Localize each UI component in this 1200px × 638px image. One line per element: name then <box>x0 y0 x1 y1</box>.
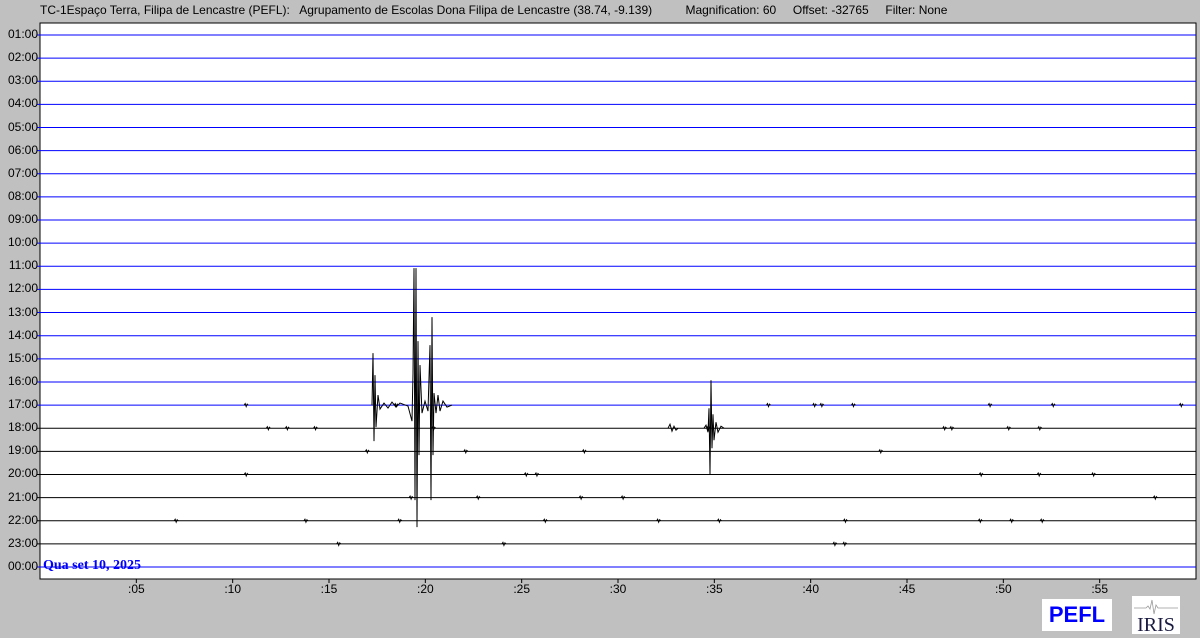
row-label: 07:00 <box>7 165 38 180</box>
seismic-event-trace <box>371 268 453 528</box>
noise-blip <box>1036 471 1042 478</box>
noise-blip <box>819 402 825 409</box>
station-location: Agrupamento de Escolas Dona Filipa de Le… <box>299 3 653 17</box>
filter: Filter: None <box>885 3 948 17</box>
offset: Offset: -32765 <box>792 3 869 17</box>
x-tick-label: :55 <box>1091 582 1108 596</box>
noise-blip <box>284 425 290 432</box>
noise-blip <box>977 518 983 524</box>
noise-blip <box>173 518 179 524</box>
noise-blip <box>843 518 848 524</box>
row-label: 01:00 <box>7 27 38 41</box>
row-label: 22:00 <box>7 512 38 527</box>
noise-blip <box>364 448 370 455</box>
row-label: 20:00 <box>7 466 38 481</box>
noise-blip <box>878 448 884 455</box>
noise-blip <box>766 402 771 409</box>
noise-blip <box>408 494 414 501</box>
noise-blip <box>1178 402 1184 409</box>
svg-text:IRIS: IRIS <box>1137 614 1175 634</box>
noise-blip <box>1037 425 1043 432</box>
seismic-event-trace <box>667 422 679 433</box>
magnification: Magnification: 60 <box>685 3 777 17</box>
row-label: 04:00 <box>7 96 38 111</box>
noise-blip <box>832 541 838 547</box>
row-label: 14:00 <box>7 327 38 342</box>
noise-blip <box>303 518 309 524</box>
noise-blip <box>987 402 993 409</box>
noise-blip <box>313 425 318 432</box>
x-tick-label: :05 <box>127 582 145 596</box>
row-label: 21:00 <box>7 489 38 504</box>
x-tick-label: :40 <box>802 582 819 596</box>
x-tick-label: :15 <box>320 582 338 596</box>
x-tick-label: :35 <box>705 582 723 596</box>
noise-blip <box>581 448 587 455</box>
noise-blip <box>578 494 584 501</box>
noise-blip <box>949 425 955 432</box>
row-label: 12:00 <box>7 281 38 296</box>
noise-blip <box>475 494 481 501</box>
noise-blip <box>978 471 984 478</box>
x-tick-label: :20 <box>416 582 434 596</box>
noise-blip <box>243 402 249 409</box>
row-label: 17:00 <box>7 397 38 412</box>
date-label: Qua set 10, 2025 <box>43 558 141 573</box>
header: TC-1Espaço Terra, Filipa de Lencastre (P… <box>40 3 947 17</box>
row-label: 19:00 <box>7 443 38 458</box>
x-tick-label: :45 <box>898 582 916 596</box>
iris-logo: IRIS <box>1132 596 1180 634</box>
noise-blip <box>1152 494 1158 501</box>
row-label: 16:00 <box>7 373 38 388</box>
row-label: 11:00 <box>8 258 38 273</box>
noise-blip <box>1006 425 1012 432</box>
noise-blip <box>336 541 342 547</box>
noise-blip <box>842 541 848 547</box>
pefl-logo: PEFL <box>1042 599 1112 631</box>
row-label: 10:00 <box>7 235 38 250</box>
noise-blip <box>542 518 548 524</box>
noise-blip <box>1009 518 1015 524</box>
noise-blip <box>716 518 722 524</box>
row-label: 02:00 <box>7 50 38 65</box>
noise-blip <box>463 448 469 455</box>
noise-blip <box>1039 518 1045 524</box>
noise-blip <box>942 425 948 432</box>
station-name: TC-1Espaço Terra, Filipa de Lencastre (P… <box>40 3 290 17</box>
x-tick-label: :30 <box>609 582 627 596</box>
noise-blip <box>851 402 856 409</box>
x-tick-label: :25 <box>513 582 530 596</box>
row-label: 08:00 <box>7 188 38 203</box>
noise-blip <box>1091 471 1097 478</box>
noise-blip <box>534 471 540 478</box>
noise-blip <box>656 518 662 524</box>
row-label: 18:00 <box>7 420 38 435</box>
noise-blip <box>501 541 507 547</box>
row-label: 23:00 <box>7 535 38 550</box>
row-label: 03:00 <box>7 73 38 88</box>
noise-blip <box>620 494 626 501</box>
noise-blip <box>243 471 249 478</box>
row-label: 06:00 <box>7 142 38 157</box>
noise-blip <box>265 425 271 432</box>
row-label: 15:00 <box>7 350 38 365</box>
x-tick-label: :10 <box>224 582 241 596</box>
row-label: 00:00 <box>7 558 38 573</box>
noise-blip <box>397 518 403 524</box>
noise-blip <box>812 402 818 409</box>
noise-blip <box>1050 402 1056 409</box>
row-label: 13:00 <box>7 304 38 319</box>
row-label: 09:00 <box>7 212 38 227</box>
seismic-event-trace <box>703 380 725 475</box>
noise-blip <box>523 471 529 478</box>
x-tick-label: :50 <box>994 582 1012 596</box>
row-label: 05:00 <box>7 119 38 134</box>
plot-area <box>39 22 1197 580</box>
